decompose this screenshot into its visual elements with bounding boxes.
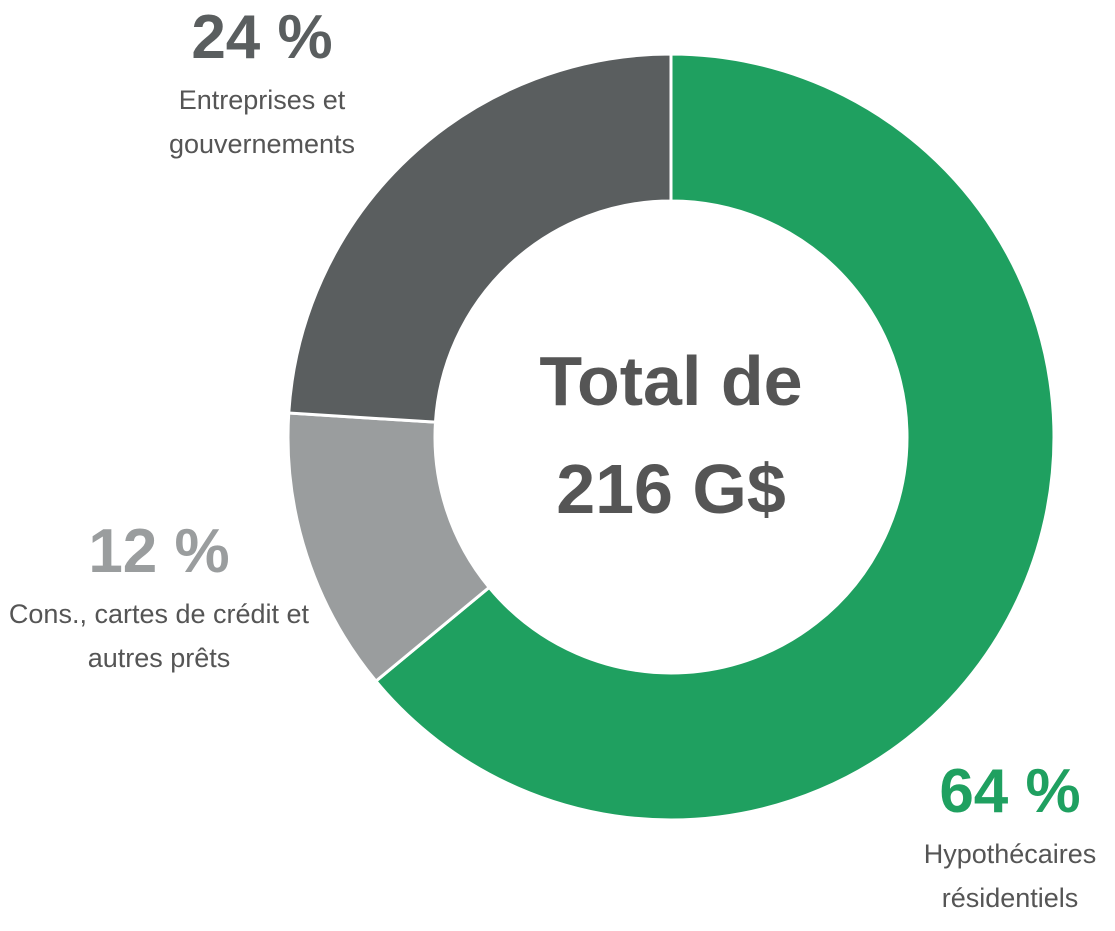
- category-label: Hypothécaires résidentiels: [923, 839, 1097, 913]
- value-label: 64 %: [939, 757, 1081, 826]
- slice-label: 12 % Cons., cartes de crédit et autres pr…: [0, 512, 318, 680]
- slice-label: 64 % Hypothécaires résidentiels: [905, 752, 1115, 920]
- donut-slice: [287, 52, 673, 424]
- value-label: 24 %: [191, 3, 333, 72]
- value-label: 12 %: [88, 517, 230, 586]
- center-label: Total de 216 G$: [539, 342, 803, 528]
- category-label: Cons., cartes de crédit et autres prêts: [8, 599, 310, 673]
- slice-label: 24 % Entreprises et gouvernements: [130, 0, 394, 166]
- category-label: Entreprises et gouvernements: [168, 85, 356, 159]
- donut-slice: [373, 52, 1056, 822]
